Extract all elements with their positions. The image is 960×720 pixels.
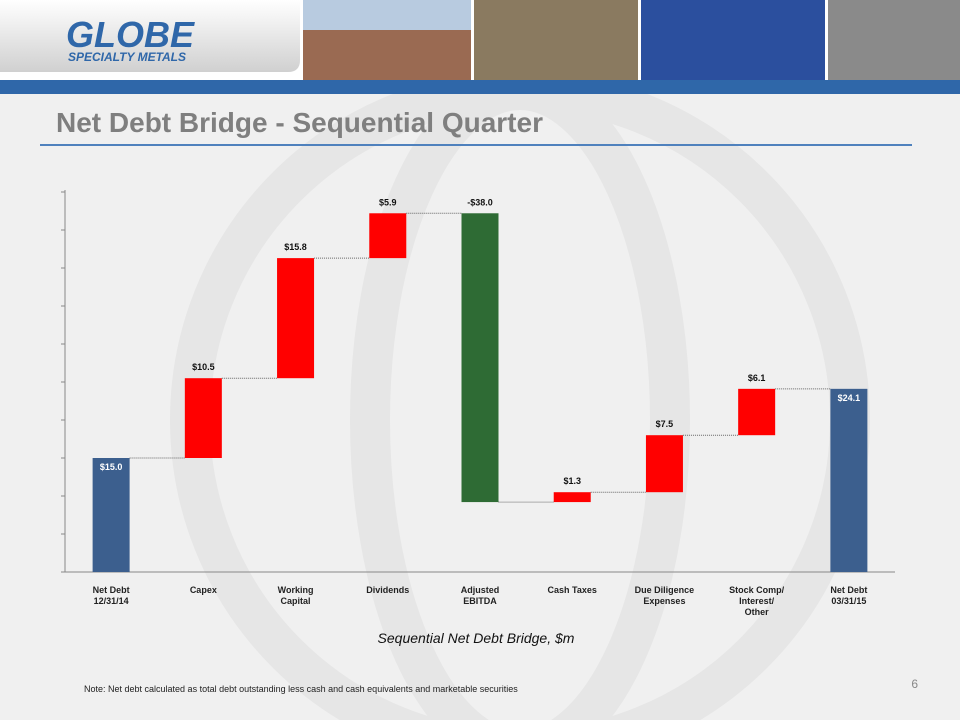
- value-label: $10.5: [192, 362, 215, 372]
- photo-car: [474, 0, 638, 80]
- value-label: $15.8: [284, 242, 307, 252]
- value-label: $5.9: [379, 197, 397, 207]
- value-label: $15.0: [100, 462, 123, 472]
- x-tick-label: Capex: [189, 585, 217, 595]
- x-tick-label: Cash Taxes: [547, 585, 597, 595]
- value-label: -$38.0: [467, 197, 493, 207]
- logo-name: GLOBE: [66, 14, 195, 55]
- photo-rocks: [828, 0, 960, 80]
- slide-title: Net Debt Bridge - Sequential Quarter: [56, 107, 543, 138]
- bar: [553, 492, 591, 503]
- page-number: 6: [911, 677, 918, 691]
- bar: [92, 458, 130, 572]
- x-tick-label: Adjusted EBITDA: [460, 585, 500, 606]
- value-label: $7.5: [656, 419, 674, 429]
- x-tick-label: Due Diligence Expenses: [634, 585, 695, 606]
- value-label: $6.1: [748, 373, 766, 383]
- bar: [645, 435, 683, 493]
- photo-solar: [641, 0, 825, 80]
- bar: [369, 213, 407, 259]
- x-tick-label: Dividends: [366, 585, 410, 595]
- bar: [184, 378, 222, 458]
- x-tick-label: Net Debt 03/31/15: [830, 585, 868, 606]
- logo-sub: SPECIALTY METALS: [68, 50, 186, 64]
- bar: [830, 388, 868, 572]
- photo-sky: [303, 0, 471, 30]
- logo-panel: [0, 0, 300, 72]
- bar: [738, 388, 776, 436]
- bar: [277, 258, 315, 379]
- header-stripe: [0, 80, 960, 94]
- bar: [461, 213, 499, 503]
- x-tick-label: Net Debt 12/31/14: [92, 585, 130, 606]
- x-tick-label: Stock Comp/ Interest/ Other: [729, 585, 785, 617]
- chart-caption: Sequential Net Debt Bridge, $m: [378, 630, 575, 646]
- value-label: $1.3: [563, 476, 581, 486]
- value-label: $24.1: [838, 393, 861, 403]
- footnote: Note: Net debt calculated as total debt …: [84, 684, 518, 694]
- x-tick-label: Working Capital: [277, 585, 314, 606]
